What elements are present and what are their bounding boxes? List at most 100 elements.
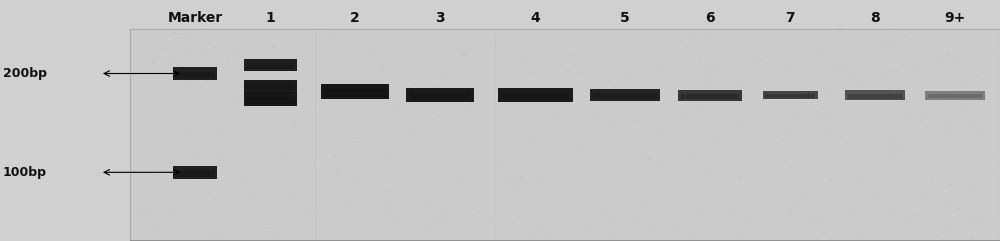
Bar bbox=[644, 183, 648, 184]
Bar bbox=[584, 226, 589, 228]
FancyBboxPatch shape bbox=[175, 170, 215, 177]
Bar bbox=[216, 155, 221, 156]
Bar bbox=[269, 235, 274, 236]
Bar bbox=[759, 135, 762, 136]
Bar bbox=[712, 29, 717, 30]
Bar bbox=[608, 88, 612, 89]
Bar bbox=[936, 235, 940, 237]
Bar bbox=[189, 116, 192, 118]
Bar bbox=[791, 145, 796, 146]
Bar bbox=[607, 93, 612, 94]
Bar bbox=[962, 83, 966, 85]
Bar bbox=[291, 124, 297, 126]
Text: 3: 3 bbox=[435, 11, 445, 25]
Bar bbox=[500, 166, 504, 168]
Bar bbox=[271, 237, 275, 238]
FancyBboxPatch shape bbox=[763, 91, 818, 99]
Bar bbox=[396, 195, 398, 196]
Bar bbox=[701, 188, 704, 190]
Bar bbox=[930, 28, 932, 30]
Bar bbox=[915, 68, 921, 70]
Bar bbox=[733, 211, 736, 213]
Bar bbox=[791, 113, 795, 115]
Bar bbox=[593, 229, 597, 230]
Bar bbox=[431, 207, 433, 208]
Bar bbox=[563, 217, 568, 219]
Bar bbox=[379, 197, 384, 198]
FancyBboxPatch shape bbox=[173, 67, 217, 80]
Bar bbox=[787, 212, 792, 214]
Bar bbox=[652, 98, 655, 100]
Bar bbox=[706, 173, 710, 175]
Bar bbox=[600, 74, 602, 76]
Bar bbox=[172, 32, 176, 34]
FancyBboxPatch shape bbox=[498, 88, 572, 102]
Bar bbox=[554, 223, 558, 225]
Bar bbox=[805, 182, 809, 183]
Bar bbox=[226, 60, 229, 61]
Bar bbox=[963, 127, 966, 129]
Bar bbox=[211, 115, 215, 116]
Bar bbox=[463, 130, 466, 131]
Bar bbox=[635, 130, 640, 131]
Bar bbox=[345, 206, 350, 207]
Bar bbox=[379, 66, 384, 68]
Bar bbox=[482, 47, 486, 49]
Bar bbox=[858, 180, 863, 182]
Bar bbox=[886, 136, 891, 138]
Bar bbox=[582, 95, 585, 97]
Bar bbox=[608, 146, 614, 147]
Bar bbox=[370, 54, 376, 55]
Bar bbox=[813, 197, 817, 199]
Text: Marker: Marker bbox=[167, 11, 223, 25]
Bar bbox=[440, 31, 444, 32]
Bar bbox=[405, 133, 407, 134]
Bar bbox=[945, 122, 948, 124]
Bar bbox=[904, 168, 908, 169]
Bar bbox=[735, 239, 740, 240]
Bar bbox=[157, 232, 162, 233]
Bar bbox=[180, 33, 186, 35]
Bar bbox=[786, 68, 788, 70]
Bar bbox=[337, 161, 340, 162]
Bar bbox=[732, 30, 735, 31]
Bar bbox=[971, 228, 975, 230]
Bar bbox=[759, 225, 764, 227]
Bar bbox=[526, 108, 530, 109]
Bar bbox=[235, 48, 237, 50]
Text: 200bp: 200bp bbox=[3, 67, 47, 80]
Bar bbox=[196, 59, 200, 60]
Bar bbox=[880, 44, 884, 45]
Bar bbox=[412, 150, 416, 151]
Bar bbox=[987, 61, 989, 63]
Bar bbox=[464, 143, 467, 144]
Bar bbox=[646, 223, 651, 226]
Bar bbox=[468, 182, 473, 183]
Bar bbox=[469, 158, 472, 159]
Bar bbox=[331, 98, 333, 99]
Bar bbox=[935, 201, 939, 203]
Bar bbox=[330, 239, 335, 241]
Bar bbox=[442, 215, 446, 217]
Bar bbox=[742, 125, 745, 126]
Bar bbox=[502, 158, 507, 160]
Bar bbox=[983, 112, 987, 113]
Bar bbox=[907, 67, 910, 68]
Bar bbox=[749, 32, 753, 33]
Bar bbox=[832, 50, 836, 51]
Bar bbox=[531, 196, 534, 197]
Bar bbox=[563, 108, 568, 110]
Bar bbox=[881, 108, 884, 109]
Bar bbox=[719, 236, 724, 237]
Bar bbox=[813, 29, 817, 31]
Bar bbox=[207, 192, 211, 194]
Bar bbox=[342, 33, 346, 35]
Bar bbox=[221, 158, 225, 160]
Bar bbox=[600, 61, 604, 62]
Bar bbox=[834, 67, 840, 69]
Bar bbox=[210, 44, 212, 47]
Bar bbox=[161, 141, 165, 142]
Bar bbox=[413, 89, 418, 90]
Bar bbox=[592, 113, 594, 115]
Bar bbox=[913, 158, 917, 160]
